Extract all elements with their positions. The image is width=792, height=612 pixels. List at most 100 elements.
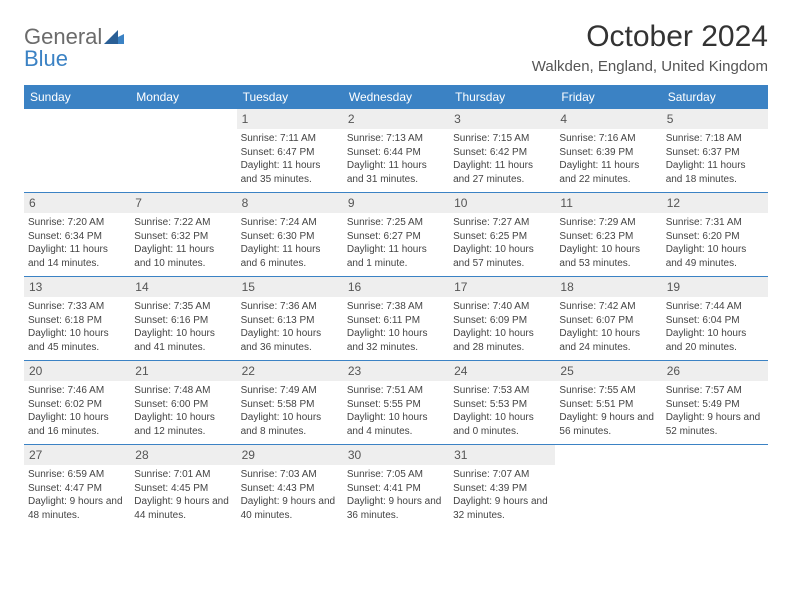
day-info: Sunrise: 7:44 AMSunset: 6:04 PMDaylight:… bbox=[666, 300, 764, 354]
daylight-text: Daylight: 10 hours and 28 minutes. bbox=[453, 327, 551, 354]
day-cell: 18 Sunrise: 7:42 AMSunset: 6:07 PMDayligh… bbox=[555, 277, 661, 361]
sunset-text: Sunset: 5:55 PM bbox=[347, 398, 445, 412]
week-row: 20Sunrise: 7:46 AMSunset: 6:02 PMDayligh… bbox=[24, 361, 768, 445]
day-cell: 12Sunrise: 7:31 AMSunset: 6:20 PMDayligh… bbox=[662, 193, 768, 277]
day-number: 24 bbox=[449, 361, 555, 381]
daylight-text: Daylight: 11 hours and 6 minutes. bbox=[241, 243, 339, 270]
sunset-text: Sunset: 6:25 PM bbox=[453, 230, 551, 244]
dayname-thu: Thursday bbox=[449, 85, 555, 109]
day-number: 20 bbox=[24, 361, 130, 381]
sunset-text: Sunset: 6:34 PM bbox=[28, 230, 126, 244]
sunset-text: Sunset: 6:04 PM bbox=[666, 314, 764, 328]
daylight-text: Daylight: 10 hours and 53 minutes. bbox=[559, 243, 657, 270]
day-info: Sunrise: 7:11 AMSunset: 6:47 PMDaylight:… bbox=[241, 132, 339, 186]
daylight-text: Daylight: 11 hours and 1 minute. bbox=[347, 243, 445, 270]
day-info: Sunrise: 7:53 AMSunset: 5:53 PMDaylight:… bbox=[453, 384, 551, 438]
sunrise-text: Sunrise: 7:49 AM bbox=[241, 384, 339, 398]
daylight-text: Daylight: 11 hours and 22 minutes. bbox=[559, 159, 657, 186]
day-cell: 28Sunrise: 7:01 AMSunset: 4:45 PMDayligh… bbox=[130, 445, 236, 529]
day-number: 1 bbox=[237, 109, 343, 129]
day-cell: 15 Sunrise: 7:36 AMSunset: 6:13 PMDayligh… bbox=[237, 277, 343, 361]
day-number: 9 bbox=[343, 193, 449, 213]
daylight-text: Daylight: 11 hours and 18 minutes. bbox=[666, 159, 764, 186]
daylight-text: Daylight: 9 hours and 32 minutes. bbox=[453, 495, 551, 522]
daylight-text: Daylight: 10 hours and 41 minutes. bbox=[134, 327, 232, 354]
sunset-text: Sunset: 6:39 PM bbox=[559, 146, 657, 160]
day-number: 17 bbox=[449, 277, 555, 297]
day-cell: 22Sunrise: 7:49 AMSunset: 5:58 PMDayligh… bbox=[237, 361, 343, 445]
day-cell: 24 Sunrise: 7:53 AMSunset: 5:53 PMDayligh… bbox=[449, 361, 555, 445]
sunrise-text: Sunrise: 7:57 AM bbox=[666, 384, 764, 398]
logo-mark-icon bbox=[104, 26, 124, 48]
daylight-text: Daylight: 10 hours and 36 minutes. bbox=[241, 327, 339, 354]
daylight-text: Daylight: 11 hours and 27 minutes. bbox=[453, 159, 551, 186]
sunrise-text: Sunrise: 7:16 AM bbox=[559, 132, 657, 146]
day-info: Sunrise: 7:49 AMSunset: 5:58 PMDaylight:… bbox=[241, 384, 339, 438]
day-cell: 9 Sunrise: 7:25 AMSunset: 6:27 PMDaylight… bbox=[343, 193, 449, 277]
daylight-text: Daylight: 10 hours and 0 minutes. bbox=[453, 411, 551, 438]
day-cell: 11Sunrise: 7:29 AMSunset: 6:23 PMDayligh… bbox=[555, 193, 661, 277]
sunrise-text: Sunrise: 7:29 AM bbox=[559, 216, 657, 230]
day-cell bbox=[662, 445, 768, 529]
day-info: Sunrise: 7:13 AMSunset: 6:44 PMDaylight:… bbox=[347, 132, 445, 186]
day-info: Sunrise: 7:27 AMSunset: 6:25 PMDaylight:… bbox=[453, 216, 551, 270]
daylight-text: Daylight: 10 hours and 49 minutes. bbox=[666, 243, 764, 270]
day-cell: 4Sunrise: 7:16 AMSunset: 6:39 PMDaylight… bbox=[555, 109, 661, 193]
day-cell: 14Sunrise: 7:35 AMSunset: 6:16 PMDayligh… bbox=[130, 277, 236, 361]
day-info: Sunrise: 7:24 AMSunset: 6:30 PMDaylight:… bbox=[241, 216, 339, 270]
sunset-text: Sunset: 4:39 PM bbox=[453, 482, 551, 496]
day-number: 18 bbox=[555, 277, 661, 297]
sunset-text: Sunset: 6:30 PM bbox=[241, 230, 339, 244]
sunrise-text: Sunrise: 7:05 AM bbox=[347, 468, 445, 482]
daylight-text: Daylight: 10 hours and 4 minutes. bbox=[347, 411, 445, 438]
day-number: 21 bbox=[130, 361, 236, 381]
sunset-text: Sunset: 4:45 PM bbox=[134, 482, 232, 496]
daylight-text: Daylight: 11 hours and 31 minutes. bbox=[347, 159, 445, 186]
sunset-text: Sunset: 6:02 PM bbox=[28, 398, 126, 412]
sunrise-text: Sunrise: 7:36 AM bbox=[241, 300, 339, 314]
daylight-text: Daylight: 9 hours and 48 minutes. bbox=[28, 495, 126, 522]
sunrise-text: Sunrise: 7:27 AM bbox=[453, 216, 551, 230]
day-cell: 21Sunrise: 7:48 AMSunset: 6:00 PMDayligh… bbox=[130, 361, 236, 445]
day-number: 14 bbox=[130, 277, 236, 297]
day-info: Sunrise: 7:42 AMSunset: 6:07 PMDaylight:… bbox=[559, 300, 657, 354]
sunset-text: Sunset: 6:20 PM bbox=[666, 230, 764, 244]
daylight-text: Daylight: 10 hours and 32 minutes. bbox=[347, 327, 445, 354]
day-number: 26 bbox=[662, 361, 768, 381]
sunset-text: Sunset: 6:23 PM bbox=[559, 230, 657, 244]
sunset-text: Sunset: 6:13 PM bbox=[241, 314, 339, 328]
sunrise-text: Sunrise: 7:40 AM bbox=[453, 300, 551, 314]
day-cell: 13Sunrise: 7:33 AMSunset: 6:18 PMDayligh… bbox=[24, 277, 130, 361]
sunrise-text: Sunrise: 7:35 AM bbox=[134, 300, 232, 314]
day-info: Sunrise: 7:25 AMSunset: 6:27 PMDaylight:… bbox=[347, 216, 445, 270]
daylight-text: Daylight: 10 hours and 16 minutes. bbox=[28, 411, 126, 438]
day-info: Sunrise: 7:05 AMSunset: 4:41 PMDaylight:… bbox=[347, 468, 445, 522]
day-number: 27 bbox=[24, 445, 130, 465]
dayname-sun: Sunday bbox=[24, 85, 130, 109]
day-number: 12 bbox=[662, 193, 768, 213]
day-number: 8 bbox=[237, 193, 343, 213]
sunrise-text: Sunrise: 7:55 AM bbox=[559, 384, 657, 398]
day-number: 13 bbox=[24, 277, 130, 297]
sunset-text: Sunset: 6:47 PM bbox=[241, 146, 339, 160]
day-cell: 27Sunrise: 6:59 AMSunset: 4:47 PMDayligh… bbox=[24, 445, 130, 529]
day-info: Sunrise: 7:18 AMSunset: 6:37 PMDaylight:… bbox=[666, 132, 764, 186]
dayname-sat: Saturday bbox=[662, 85, 768, 109]
day-number: 16 bbox=[343, 277, 449, 297]
sunrise-text: Sunrise: 7:53 AM bbox=[453, 384, 551, 398]
day-number bbox=[130, 109, 236, 129]
calendar-page: General Blue October 2024 Walkden, Engla… bbox=[0, 0, 792, 548]
day-number: 30 bbox=[343, 445, 449, 465]
sunset-text: Sunset: 6:27 PM bbox=[347, 230, 445, 244]
day-info: Sunrise: 7:07 AMSunset: 4:39 PMDaylight:… bbox=[453, 468, 551, 522]
day-cell: 23Sunrise: 7:51 AMSunset: 5:55 PMDayligh… bbox=[343, 361, 449, 445]
day-number: 5 bbox=[662, 109, 768, 129]
week-row: 6Sunrise: 7:20 AMSunset: 6:34 PMDaylight… bbox=[24, 193, 768, 277]
sunset-text: Sunset: 6:32 PM bbox=[134, 230, 232, 244]
day-number bbox=[555, 445, 661, 465]
day-number: 15 bbox=[237, 277, 343, 297]
day-cell: 26Sunrise: 7:57 AMSunset: 5:49 PMDayligh… bbox=[662, 361, 768, 445]
sunrise-text: Sunrise: 7:38 AM bbox=[347, 300, 445, 314]
title-block: October 2024 Walkden, England, United Ki… bbox=[532, 20, 768, 75]
day-info: Sunrise: 7:40 AMSunset: 6:09 PMDaylight:… bbox=[453, 300, 551, 354]
